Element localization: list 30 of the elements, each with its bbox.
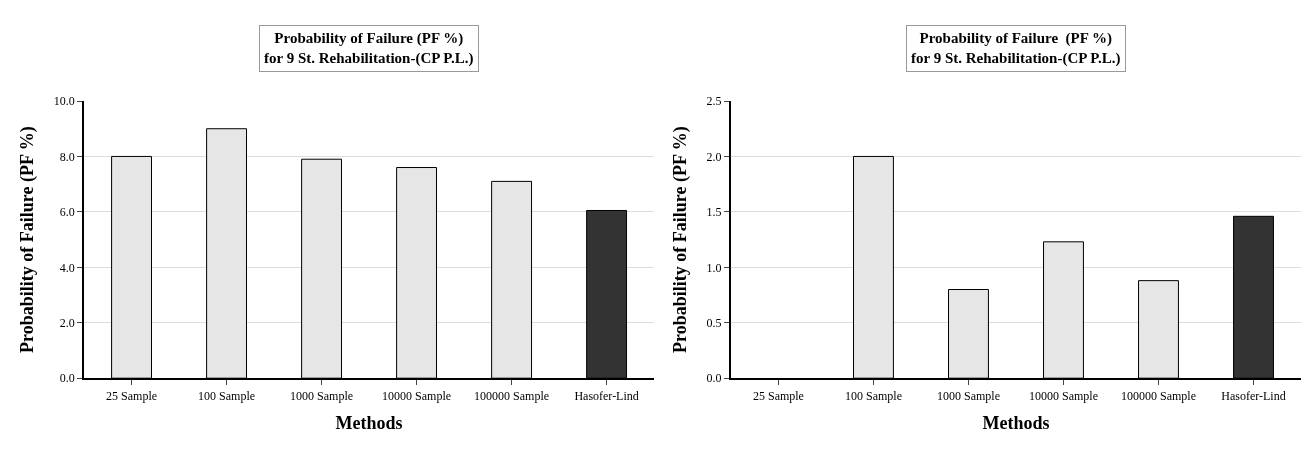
y-tick-label: 6.0 — [59, 205, 75, 220]
x-axis-title: Methods — [335, 413, 403, 434]
x-axis-title: Methods — [982, 413, 1050, 434]
y-tick-label: 1.0 — [706, 260, 722, 275]
x-tick-label: 25 Sample — [752, 388, 804, 403]
y-axis-title: Probability of Failure (PF %) — [17, 126, 39, 353]
x-tick-label: 100000 Sample — [1120, 388, 1196, 403]
x-tick-label: 100000 Sample — [474, 388, 550, 403]
chart-title: Probability of Failure (PF %) for 9 St. Rehabilitation-(CP P.L.) — [264, 30, 474, 67]
y-tick-label: 4.0 — [59, 260, 75, 275]
y-tick-label: 0.0 — [706, 371, 722, 386]
y-tick-label: 10.0 — [53, 94, 75, 109]
y-tick-label: 2.0 — [706, 149, 722, 164]
y-tick-label: 2.0 — [59, 315, 75, 330]
y-tick-label: 2.5 — [706, 94, 722, 109]
y-tick-label: 0.0 — [59, 371, 75, 386]
x-tick-label: 1000 Sample — [290, 388, 354, 403]
x-tick-label: 10000 Sample — [1028, 388, 1098, 403]
x-tick-label: 100 Sample — [844, 388, 902, 403]
x-tick-label: 25 Sample — [106, 388, 158, 403]
y-axis-title: Probability of Failure (PF %) — [670, 126, 692, 353]
x-tick-label: 10000 Sample — [382, 388, 452, 403]
x-tick-label: Hasofer-Lind — [1221, 388, 1286, 403]
x-tick-label: 1000 Sample — [936, 388, 1000, 403]
y-tick-label: 8.0 — [59, 149, 75, 164]
x-tick-label: 100 Sample — [198, 388, 256, 403]
x-tick-label: Hasofer-Lind — [574, 388, 639, 403]
chart-title: Probability of Failure (PF %) for 9 St. Rehabilitation-(CP P.L.) — [911, 30, 1121, 67]
y-tick-label: 1.5 — [706, 205, 722, 220]
y-tick-label: 0.5 — [706, 315, 722, 330]
